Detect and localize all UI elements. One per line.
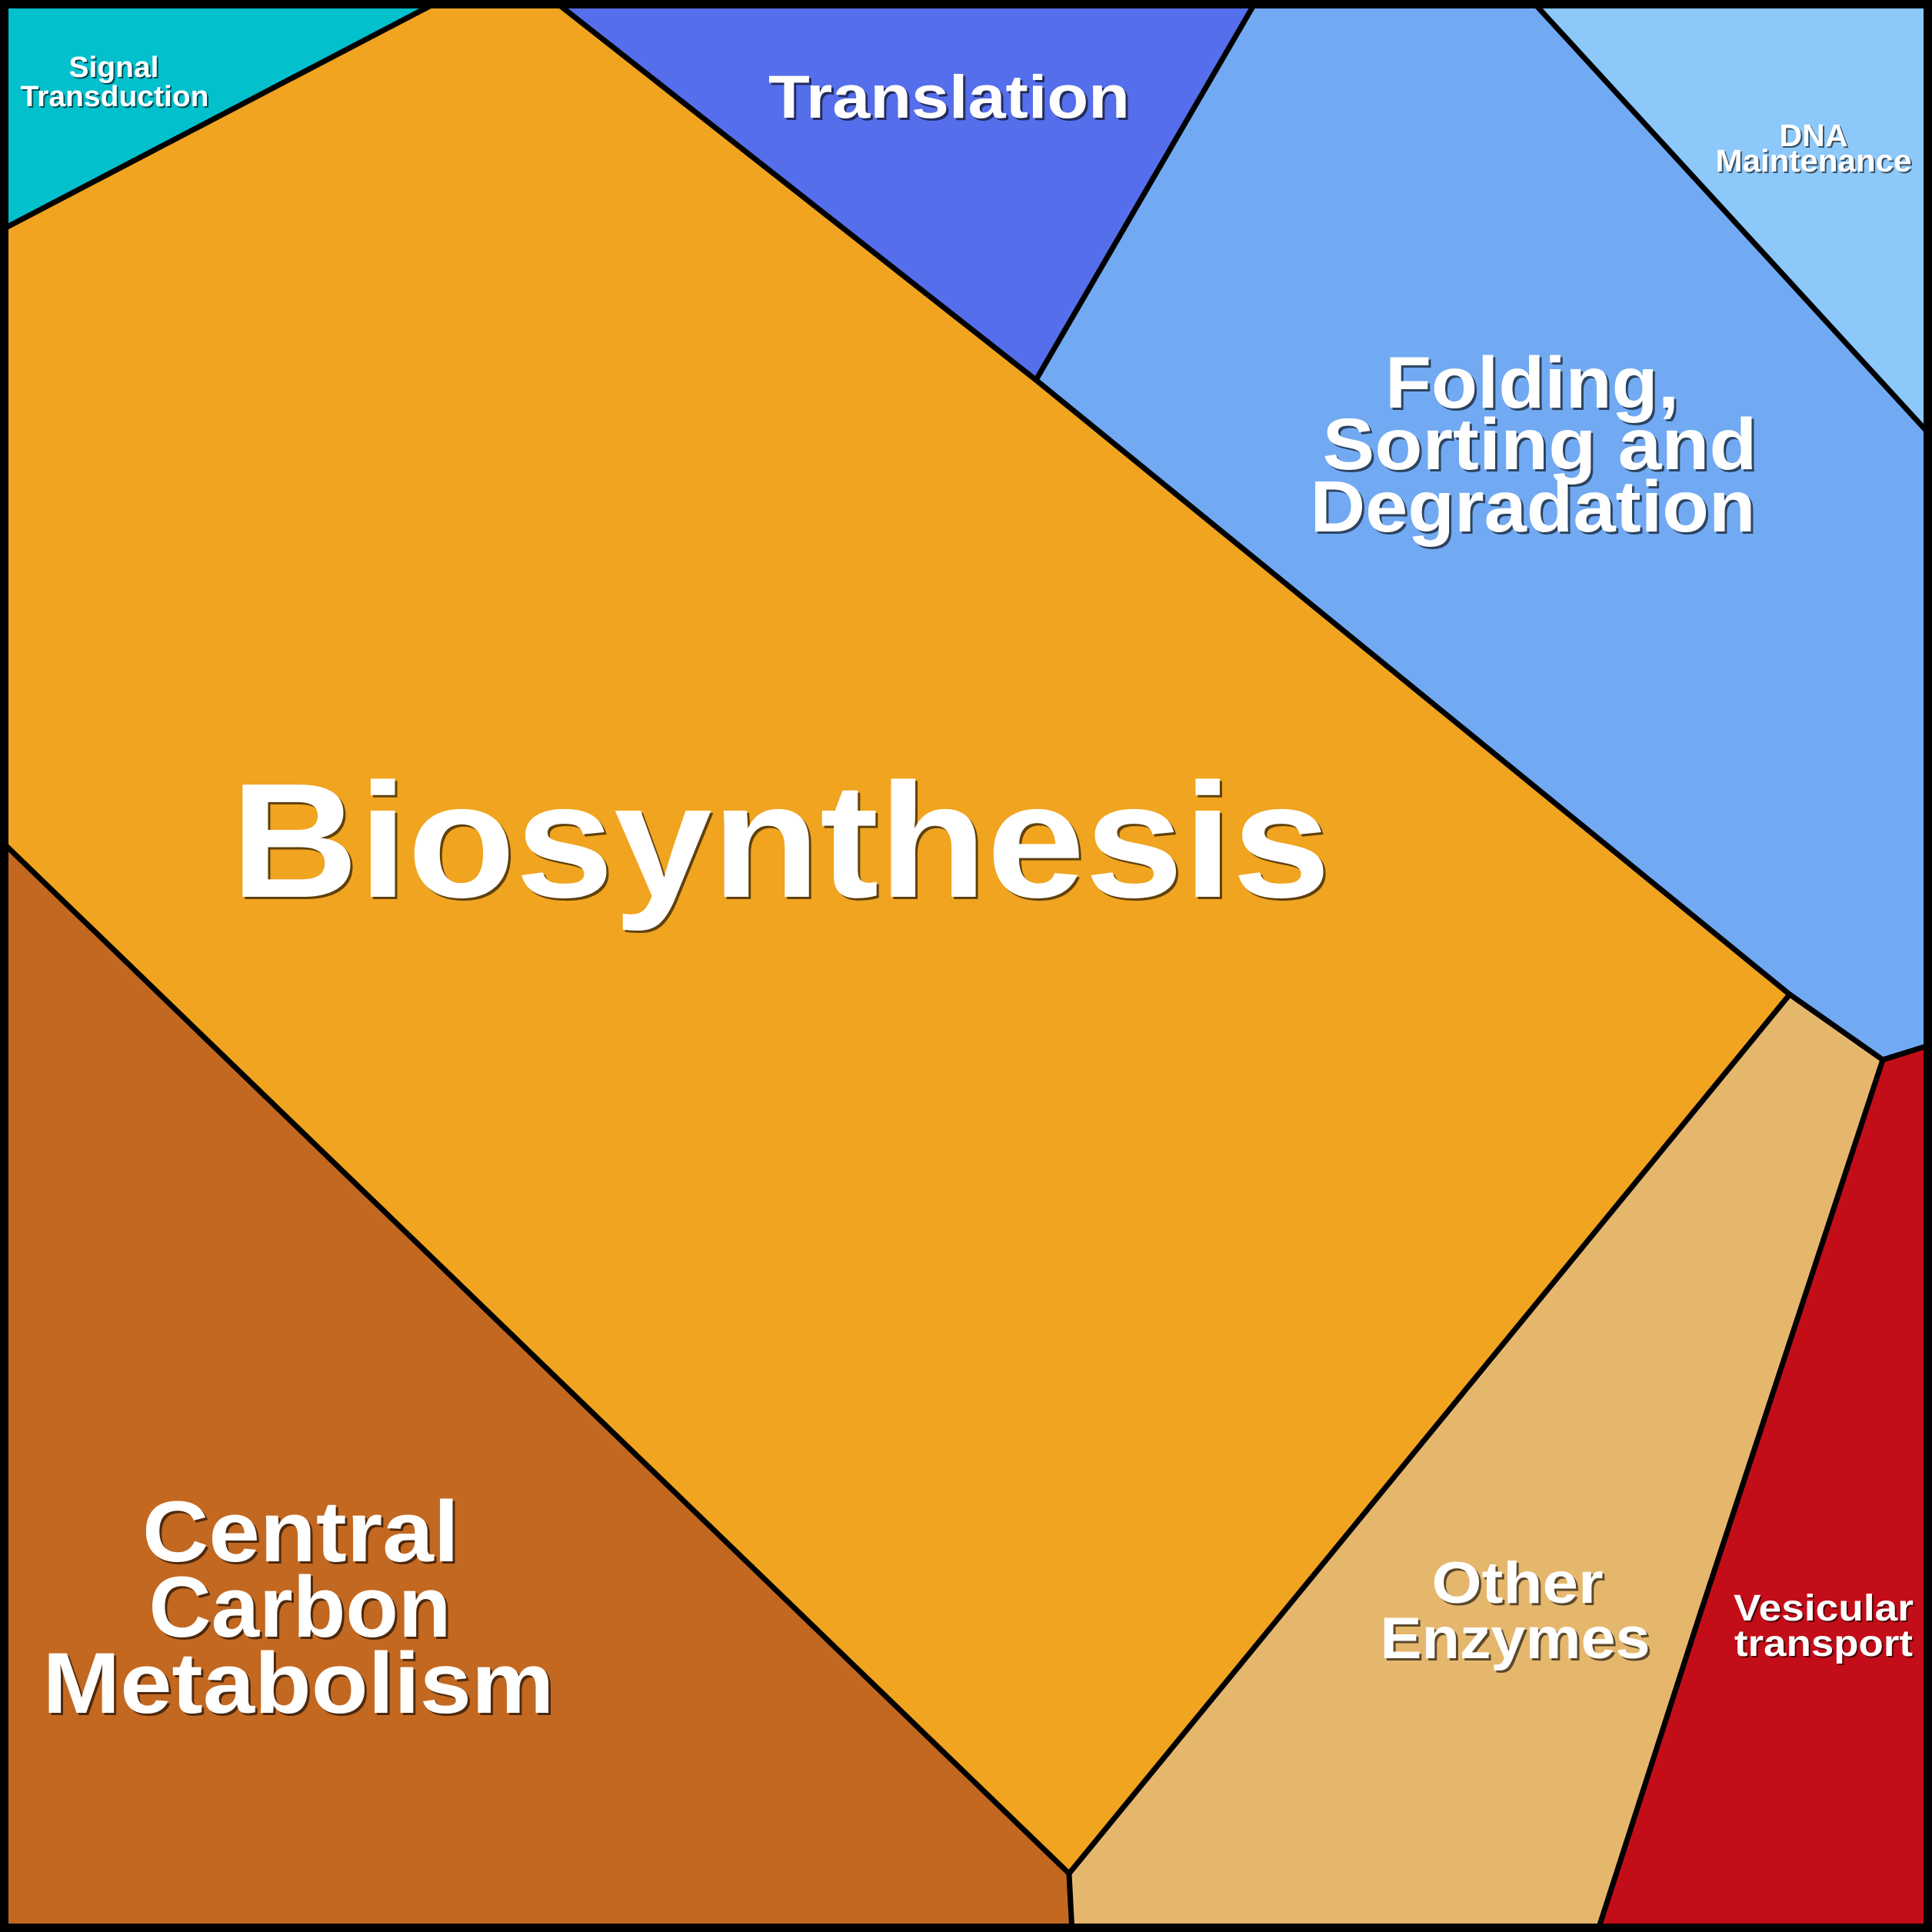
svg-text:Signal: Signal [71, 53, 161, 85]
svg-text:Degradation: Degradation [1311, 466, 1756, 548]
svg-text:DNA: DNA [1781, 119, 1850, 155]
svg-text:Vesicular: Vesicular [1735, 1590, 1915, 1631]
svg-text:Central: Central [142, 1484, 459, 1580]
svg-text:Biosynthesis: Biosynthesis [233, 751, 1333, 934]
svg-text:Sorting and: Sorting and [1325, 406, 1760, 488]
svg-text:Metabolism: Metabolism [45, 1637, 557, 1734]
svg-text:DNA: DNA [1780, 118, 1848, 153]
svg-text:Signal: Signal [69, 52, 159, 84]
svg-text:Translation: Translation [768, 62, 1130, 131]
svg-text:Maintenance: Maintenance [1717, 145, 1914, 180]
svg-text:Carbon: Carbon [152, 1561, 454, 1657]
svg-text:Sorting and: Sorting and [1323, 404, 1757, 485]
svg-text:Maintenance: Maintenance [1716, 143, 1912, 178]
svg-text:Enzymes: Enzymes [1381, 1606, 1651, 1671]
svg-text:Translation: Translation [771, 65, 1132, 133]
svg-text:Metabolism: Metabolism [43, 1635, 555, 1731]
svg-text:Folding,: Folding, [1387, 345, 1681, 426]
svg-text:Transduction: Transduction [22, 82, 211, 115]
svg-text:Other: Other [1432, 1551, 1604, 1616]
svg-text:Degradation: Degradation [1313, 468, 1758, 550]
svg-text:Folding,: Folding, [1385, 342, 1679, 424]
svg-text:transport: transport [1736, 1625, 1914, 1666]
svg-text:Central: Central [145, 1486, 461, 1582]
svg-text:Biosynthesis: Biosynthesis [231, 749, 1331, 931]
svg-text:Other: Other [1434, 1553, 1606, 1618]
svg-text:Carbon: Carbon [149, 1559, 451, 1655]
svg-text:Transduction: Transduction [21, 81, 209, 113]
svg-text:Vesicular: Vesicular [1734, 1588, 1914, 1629]
svg-text:Enzymes: Enzymes [1383, 1608, 1653, 1674]
svg-text:transport: transport [1734, 1624, 1913, 1664]
